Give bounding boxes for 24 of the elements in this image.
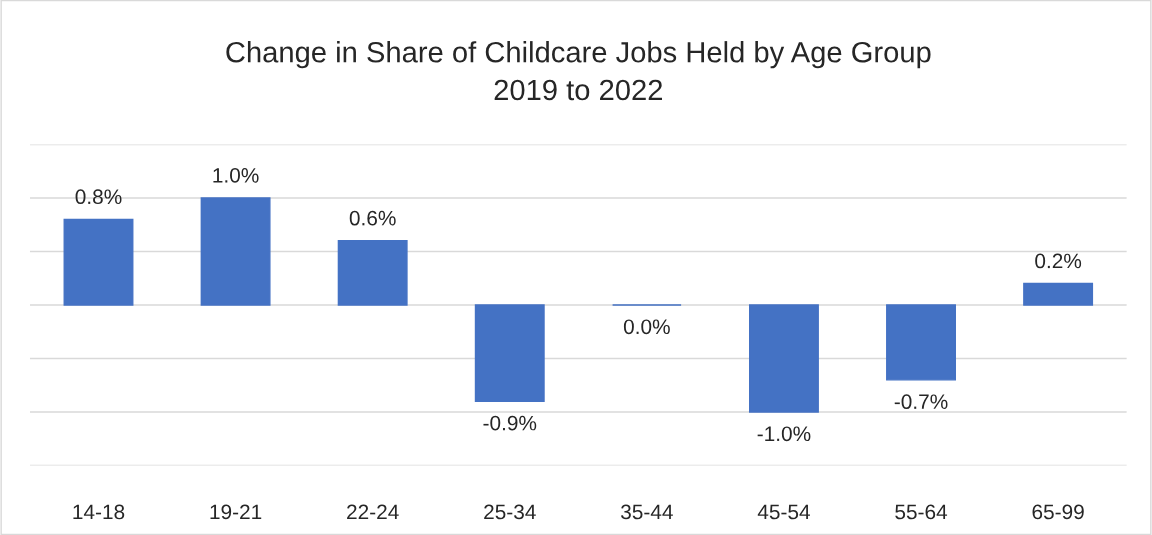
bar [474,304,545,402]
bar [886,304,956,381]
x-tick-label: 19-21 [210,504,262,520]
data-label: -0.7% [894,394,948,410]
data-label: 0.2% [1035,253,1082,269]
bar [1023,282,1094,306]
bar [200,197,271,306]
bar [337,240,408,306]
x-tick-label: 65-99 [1032,504,1084,520]
data-label: -0.9% [483,415,537,431]
x-tick-label: 45-54 [757,504,810,520]
data-label: 0.8% [75,189,122,205]
x-tick-label: 14-18 [73,504,125,520]
bar [748,304,819,413]
bar [63,218,134,306]
x-tick-label: 55-64 [895,504,948,520]
x-tick-label: 35-44 [621,504,673,520]
data-label: 1.0% [213,167,259,183]
x-tick-label: 25-34 [484,504,536,520]
data-label: 0.0% [623,319,670,335]
data-label: 0.6% [349,210,396,226]
data-label: -1.0% [757,426,811,442]
chart-title: Change in Share of Childcare Jobs Held by Age Group 2019 to 2022 [226,41,931,101]
x-tick-label: 22-24 [347,504,399,520]
